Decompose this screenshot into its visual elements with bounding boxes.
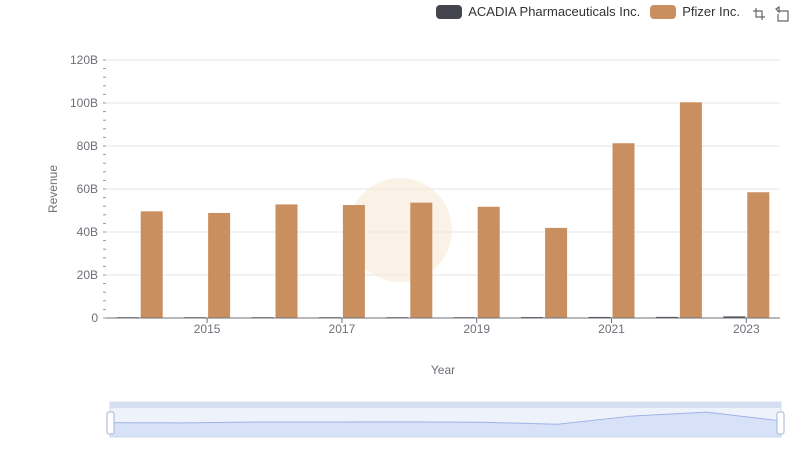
- zoom-slider-left-handle[interactable]: [106, 411, 115, 435]
- y-tick-label: 40B: [77, 225, 98, 239]
- y-tick-label: 80B: [77, 139, 98, 153]
- zoom-slider-right-handle[interactable]: [776, 411, 785, 435]
- bar-pfizer-2016: [275, 204, 298, 318]
- legend-label-pfizer: Pfizer Inc.: [682, 4, 740, 19]
- zoom-slider-top-bar: [110, 402, 781, 408]
- bar-pfizer-2018: [410, 202, 433, 318]
- bar-pfizer-2023: [747, 192, 770, 318]
- y-tick-label: 60B: [77, 182, 98, 196]
- zoom-icon[interactable]: [750, 5, 768, 23]
- y-tick-label: 20B: [77, 268, 98, 282]
- x-tick-label: 2019: [463, 322, 490, 336]
- legend: ACADIA Pharmaceuticals Inc. Pfizer Inc.: [436, 4, 740, 19]
- bar-acadia-2023: [723, 316, 746, 318]
- legend-item-pfizer[interactable]: Pfizer Inc.: [650, 4, 740, 19]
- y-tick-label: 100B: [70, 96, 98, 110]
- legend-label-acadia: ACADIA Pharmaceuticals Inc.: [468, 4, 641, 19]
- y-axis-label: Revenue: [46, 165, 60, 213]
- zoom-slider-preview-line: [109, 411, 782, 425]
- restore-icon[interactable]: [774, 5, 792, 23]
- legend-swatch-acadia: [436, 4, 463, 19]
- bar-pfizer-2022: [679, 102, 702, 318]
- bar-pfizer-2015: [208, 212, 231, 318]
- x-tick-label: 2015: [194, 322, 221, 336]
- toolbox: [750, 5, 792, 23]
- x-tick-label: 2017: [329, 322, 356, 336]
- legend-swatch-pfizer: [650, 4, 677, 19]
- x-tick-label: 2021: [598, 322, 625, 336]
- bar-pfizer-2020: [545, 227, 568, 318]
- x-axis-label: Year: [431, 363, 455, 377]
- bar-pfizer-2014: [140, 211, 163, 318]
- bar-pfizer-2017: [342, 205, 365, 318]
- bar-pfizer-2021: [612, 143, 635, 318]
- bar-acadia-2022: [655, 316, 678, 318]
- y-tick-label: 120B: [70, 53, 98, 67]
- x-tick-label: 2023: [733, 322, 760, 336]
- bar-pfizer-2019: [477, 206, 500, 318]
- y-tick-label: 0: [91, 311, 98, 325]
- legend-item-acadia[interactable]: ACADIA Pharmaceuticals Inc.: [436, 4, 640, 19]
- bar-acadia-2021: [588, 316, 611, 318]
